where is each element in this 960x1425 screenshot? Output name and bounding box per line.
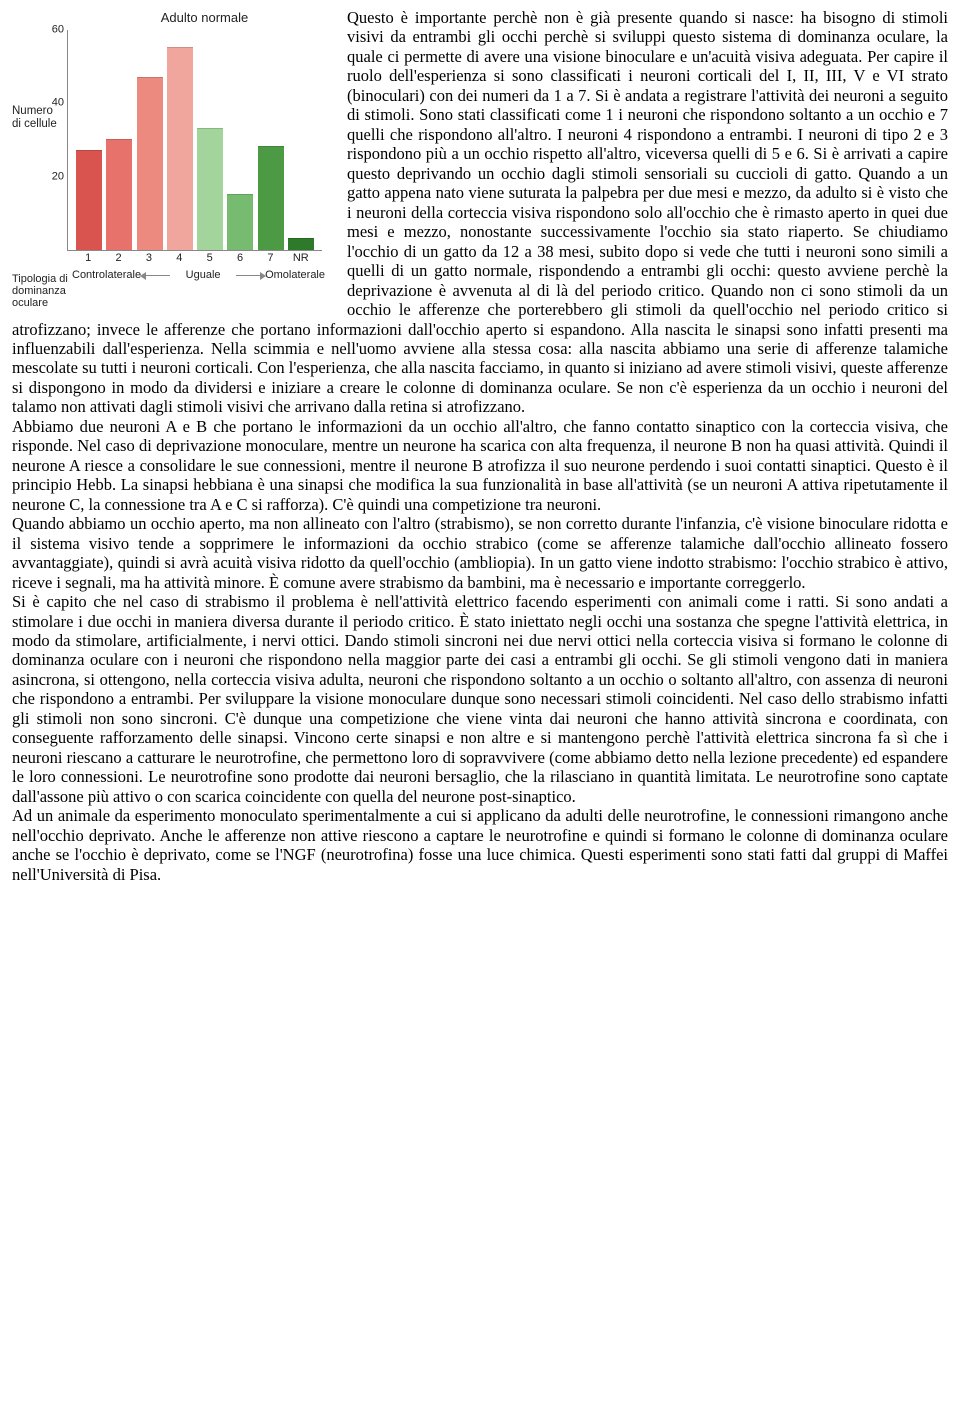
chart-xtick: 6: [227, 252, 253, 265]
chart-bar: [258, 146, 284, 250]
chart-xtick: 4: [166, 252, 192, 265]
paragraph-5: Ad un animale da esperimento monoculato …: [12, 806, 948, 884]
chart-bar: [288, 238, 314, 250]
paragraph-3: Quando abbiamo un occhio aperto, ma non …: [12, 514, 948, 592]
paragraph-2: Abbiamo due neuroni A e B che portano le…: [12, 417, 948, 514]
chart-xtick: 3: [136, 252, 162, 265]
chart-xticks: 1234567 NR: [75, 252, 314, 265]
paragraph-4: Si è capito che nel caso di strabismo il…: [12, 592, 948, 806]
axis-label-uguale: Uguale: [186, 269, 221, 282]
chart-bar: [106, 139, 132, 250]
chart-xtick: NR: [288, 252, 314, 265]
chart-xlabel-left: Tipologia di dominanza oculare: [12, 273, 70, 309]
chart-xtick: 2: [105, 252, 131, 265]
chart-bar: [227, 194, 253, 250]
chart-bars: [76, 30, 314, 250]
chart-xtick: 1: [75, 252, 101, 265]
axis-label-omolaterale: Omolaterale: [265, 269, 325, 282]
chart-bar: [137, 77, 163, 250]
chart-title: Adulto normale: [72, 10, 337, 25]
axis-label-controlaterale: Controlaterale: [72, 269, 141, 282]
chart-box: Adulto normale Numero di cellule 204060 …: [12, 10, 337, 310]
chart-plot-area: 204060: [67, 30, 322, 251]
ocular-dominance-chart: Adulto normale Numero di cellule 204060 …: [12, 10, 337, 310]
chart-ytick: 20: [40, 170, 64, 183]
chart-ytick: 40: [40, 97, 64, 110]
chart-bar: [167, 47, 193, 250]
arrow-right-icon: [236, 275, 261, 276]
chart-xtick: 5: [197, 252, 223, 265]
chart-bar: [76, 150, 102, 250]
chart-xtick: 7: [257, 252, 283, 265]
chart-bar: [197, 128, 223, 250]
arrow-left-icon: [145, 275, 170, 276]
chart-ytick: 60: [40, 24, 64, 37]
